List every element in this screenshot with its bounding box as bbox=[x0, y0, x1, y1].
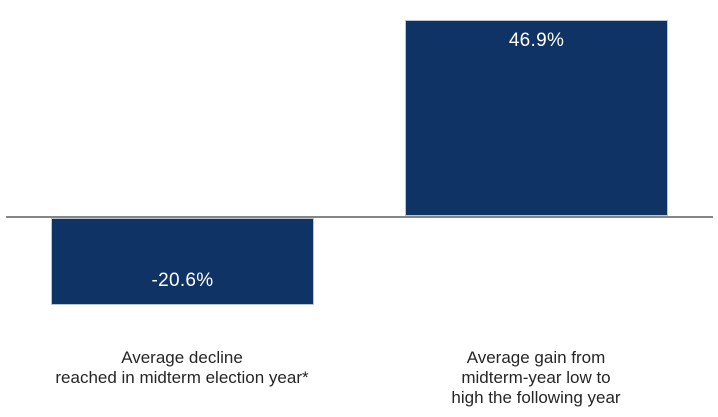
category-label-gain-line3: high the following year bbox=[451, 388, 621, 407]
category-label-gain-line2: midterm-year low to bbox=[461, 368, 611, 387]
category-label-gain: Average gain from midterm-year low to hi… bbox=[356, 348, 716, 408]
value-label-decline: -20.6% bbox=[151, 270, 214, 291]
category-label-gain-line1: Average gain from bbox=[466, 348, 606, 367]
category-label-decline: Average decline reached in midterm elect… bbox=[2, 348, 362, 388]
category-label-decline-line2: reached in midterm election year* bbox=[55, 368, 309, 387]
value-label-gain: 46.9% bbox=[508, 30, 565, 51]
category-label-decline-line1: Average decline bbox=[121, 348, 243, 367]
bar-average-gain: 46.9% bbox=[405, 20, 668, 216]
bar-average-decline: -20.6% bbox=[51, 218, 314, 305]
zero-baseline bbox=[6, 216, 713, 218]
